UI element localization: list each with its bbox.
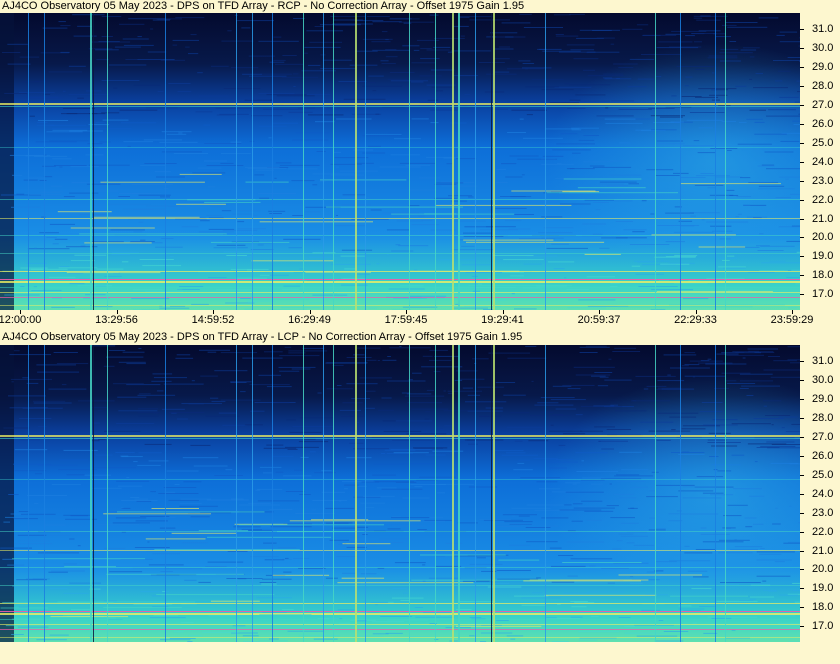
time-tick-label: 17:59:45 [384,314,428,326]
tick-mark [309,310,311,314]
frequency-tick-label: 18.0 [812,269,834,282]
tick-mark [695,310,697,314]
frequency-tick-label: 30.0 [812,374,834,386]
tick-mark [800,256,804,258]
tick-mark [800,455,804,457]
frequency-tick-label: 23.0 [812,506,834,519]
frequency-tick-label: 24.0 [812,487,834,500]
time-tick-label: 22:29:33 [674,314,717,326]
tick-mark [800,123,804,125]
tick-mark [792,310,793,314]
time-tick-label: 23:59:29 [770,314,814,326]
lcp-panel-title: AJ4CO Observatory 05 May 2023 - DPS on T… [2,331,523,343]
tick-mark [800,512,804,514]
time-tick-label: 16:29:49 [288,314,331,326]
frequency-tick-label: 27.0 [812,430,834,443]
frequency-tick-label: 30.0 [812,42,834,54]
tick-mark [213,310,214,314]
rcp-frequency-axis: 31.0 30.0 29.0 28.0 27.0 26.0 25.0 24.0 23.0 22.0… [800,13,840,310]
time-tick-label: 14:59:52 [191,314,235,326]
tick-mark [800,361,804,362]
time-axis: 12:00:00 13:29:56 14:59:52 16:29:49 17:59:45… [0,310,840,330]
frequency-tick-label: 25.0 [812,468,834,481]
rcp-spectrogram [0,13,800,310]
tick-mark [800,180,804,182]
frequency-tick-label: 31.0 [812,23,834,35]
tick-mark [800,474,804,476]
frequency-tick-label: 31.0 [812,355,834,367]
tick-mark [800,398,804,400]
frequency-tick-label: 28.0 [812,79,834,92]
tick-mark [800,607,804,609]
time-tick-label: 13:29:56 [95,314,138,326]
tick-mark [800,588,804,590]
time-tick-label: 19:29:41 [481,314,524,326]
tick-mark [800,626,804,628]
tick-mark [502,310,504,314]
tick-mark [800,417,804,419]
frequency-tick-label: 26.0 [812,117,834,130]
frequency-tick-label: 26.0 [812,449,834,462]
tick-mark [800,237,804,239]
tick-mark [599,310,600,314]
time-tick-label: 12:00:00 [0,314,42,326]
frequency-tick-label: 28.0 [812,411,834,424]
tick-mark [800,48,804,49]
frequency-tick-label: 27.0 [812,98,834,111]
tick-mark [800,493,804,495]
tick-mark [800,531,804,533]
frequency-tick-label: 17.0 [812,620,834,633]
frequency-tick-label: 29.0 [812,392,834,405]
frequency-tick-label: 20.0 [812,231,834,244]
time-tick-label: 20:59:37 [577,314,621,326]
frequency-tick-label: 22.0 [812,193,834,206]
frequency-tick-label: 23.0 [812,174,834,187]
lcp-frequency-axis: 31.0 30.0 29.0 28.0 27.0 26.0 25.0 24.0 23.0 22.0… [800,345,840,642]
frequency-tick-label: 18.0 [812,601,834,614]
tick-mark [800,85,804,87]
tick-mark [800,104,804,106]
frequency-tick-label: 22.0 [812,525,834,538]
tick-mark [800,550,804,552]
frequency-tick-label: 17.0 [812,288,834,301]
frequency-tick-label: 24.0 [812,155,834,168]
tick-mark [800,218,804,220]
tick-mark [800,66,804,68]
tick-mark [406,310,407,314]
tick-mark [20,310,21,314]
frequency-tick-label: 21.0 [812,212,834,225]
frequency-tick-label: 20.0 [812,563,834,576]
tick-mark [800,294,804,296]
rcp-spectrogram-canvas [0,13,800,310]
lcp-spectrogram [0,345,800,642]
footer-bar [0,642,840,664]
tick-mark [800,436,804,438]
tick-mark [800,569,804,571]
tick-mark [116,310,118,314]
tick-mark [800,380,804,381]
rcp-panel-title: AJ4CO Observatory 05 May 2023 - DPS on T… [2,0,525,12]
frequency-tick-label: 19.0 [812,250,834,263]
lcp-spectrogram-canvas [0,345,800,642]
frequency-tick-label: 29.0 [812,60,834,73]
frequency-tick-label: 21.0 [812,544,834,557]
frequency-tick-label: 25.0 [812,136,834,149]
tick-mark [800,275,804,277]
frequency-tick-label: 19.0 [812,582,834,595]
tick-mark [800,142,804,144]
tick-mark [800,161,804,163]
tick-mark [800,29,804,30]
tick-mark [800,199,804,201]
